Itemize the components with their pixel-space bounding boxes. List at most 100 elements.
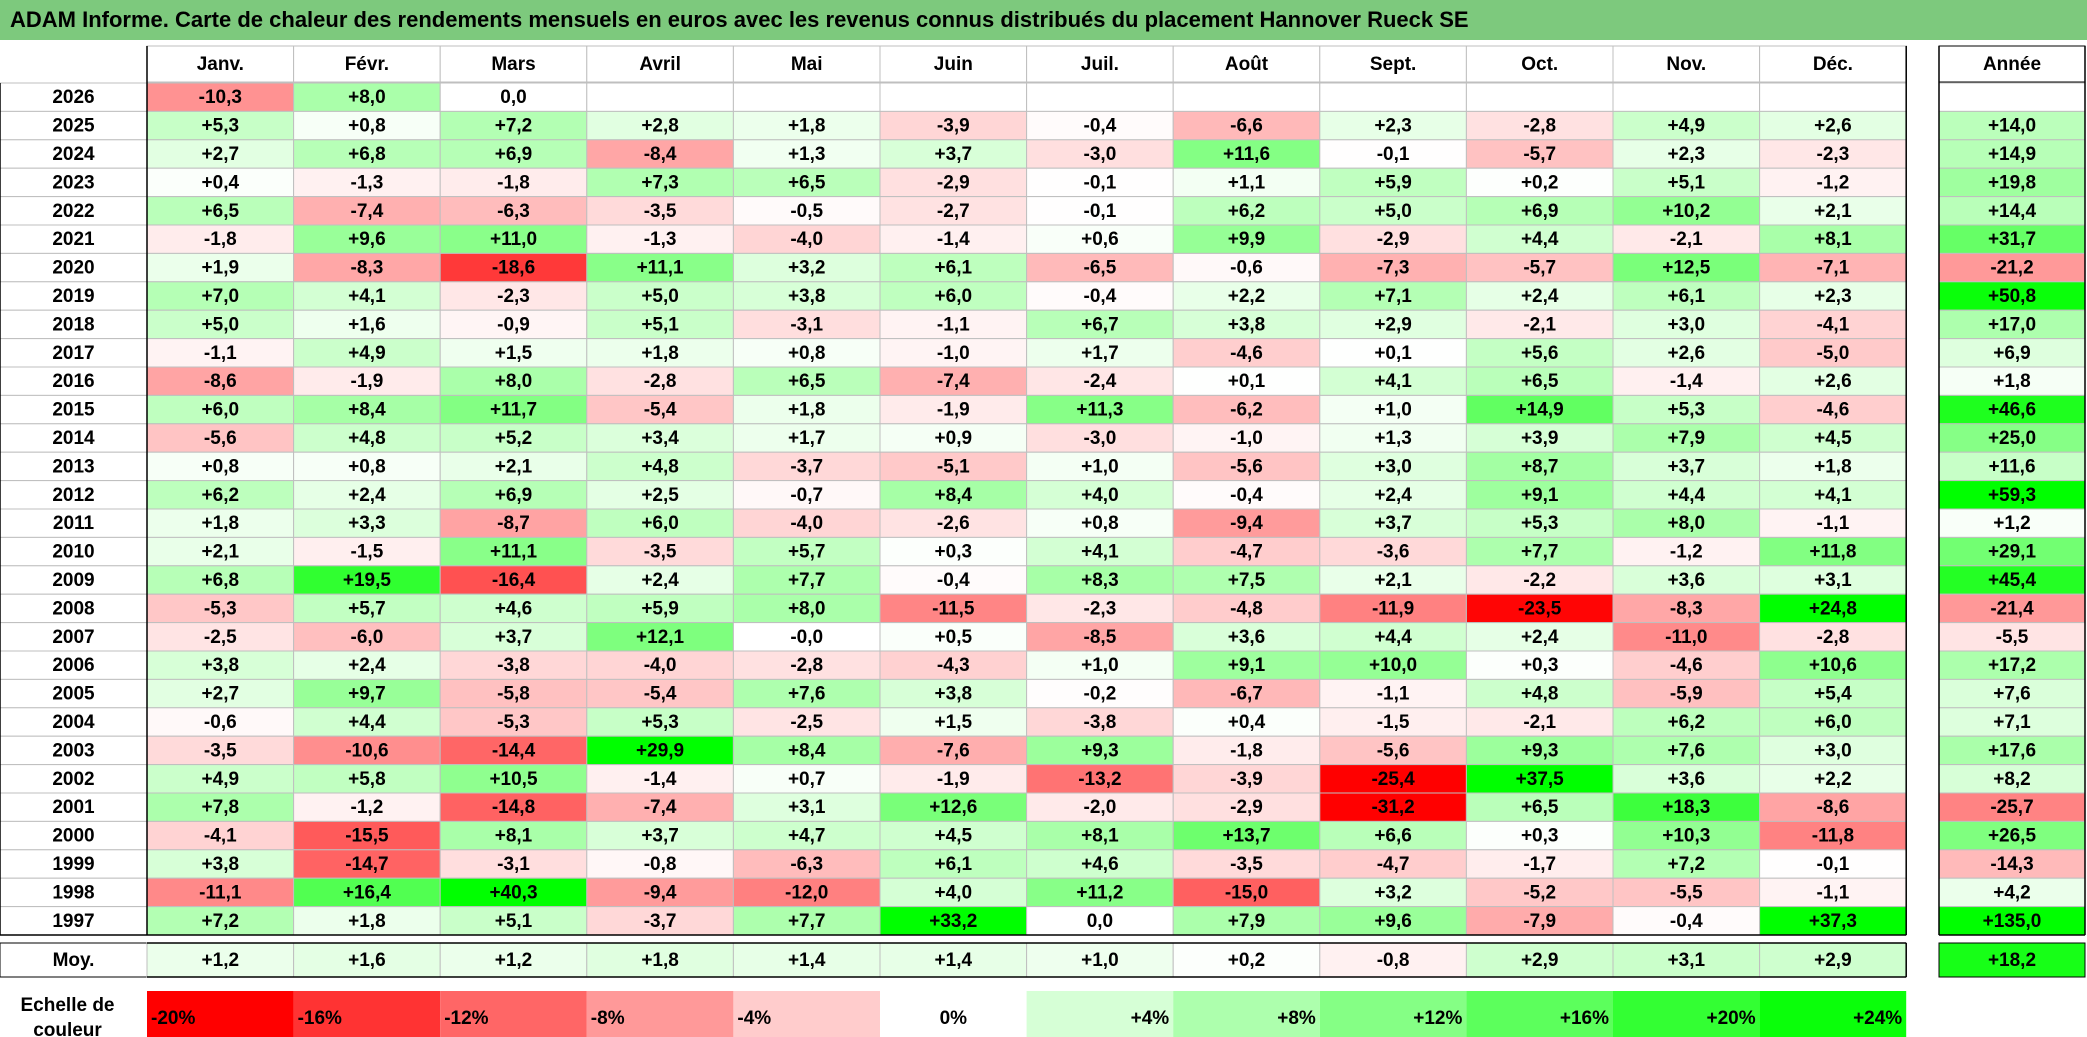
- heatmap-cell: [146, 622, 295, 652]
- heatmap-cell: [586, 707, 734, 737]
- year-label: 2017: [52, 343, 94, 364]
- heatmap-cell-value: +2,4: [1521, 286, 1559, 307]
- heatmap-cell-value: +3,4: [641, 428, 679, 449]
- heatmap-cell-value: +7,9: [1228, 911, 1266, 932]
- heatmap-cell-value: -2,9: [937, 172, 970, 193]
- heatmap-cell-value: +10,3: [1662, 826, 1710, 847]
- heatmap-cell-value: +7,0: [202, 286, 240, 307]
- scale-label-line1: Echelle de: [21, 995, 115, 1016]
- year-label-cell: [0, 906, 148, 936]
- heatmap-cell-value: -2,7: [937, 201, 970, 222]
- heatmap-cell-value: +1,7: [1081, 343, 1119, 364]
- heatmap-cell-value: -0,6: [204, 712, 237, 733]
- heatmap-cell-value: +4,9: [1668, 116, 1706, 137]
- average-cell: [1026, 942, 1174, 978]
- year-total-value: +31,7: [1988, 229, 2036, 250]
- heatmap-cell-value: +13,7: [1222, 826, 1270, 847]
- heatmap-cell-value: +4,4: [1374, 627, 1412, 648]
- year-label: 2013: [52, 456, 94, 477]
- heatmap-cell-value: +5,9: [641, 598, 679, 619]
- heatmap-cell: [1612, 366, 1761, 396]
- heatmap-cell: [439, 536, 588, 567]
- heatmap-cell-value: -1,9: [937, 769, 970, 790]
- heatmap-cell-value: 0,0: [1087, 911, 1113, 932]
- heatmap-cell-value: -2,3: [497, 286, 530, 307]
- heatmap-cell-value: -3,8: [1084, 712, 1117, 733]
- year-label: 2001: [52, 797, 95, 818]
- heatmap-cell-value: +1,8: [1814, 456, 1852, 477]
- heatmap-cell-value: +7,6: [788, 684, 826, 705]
- heatmap-cell: [732, 707, 881, 737]
- heatmap-cell-value: -2,8: [644, 371, 677, 392]
- heatmap-cell-value: -6,6: [1230, 116, 1263, 137]
- year-label-cell: [0, 394, 148, 425]
- scale-swatch: [1759, 991, 1907, 1037]
- chart-title: ADAM Informe. Carte de chaleur des rende…: [0, 0, 2087, 40]
- heatmap-cell: [1465, 735, 1614, 766]
- heatmap-cell: [1465, 281, 1614, 311]
- heatmap-cell-value: -5,6: [1230, 456, 1263, 477]
- scale-swatch: [880, 991, 1027, 1037]
- heatmap-cell-value: +7,1: [1374, 286, 1412, 307]
- year-label: 2020: [52, 258, 94, 279]
- year-label: 2009: [52, 570, 94, 591]
- heatmap-cell-value: +1,9: [202, 258, 240, 279]
- heatmap-cell-value: -5,4: [644, 684, 677, 705]
- heatmap-cell: [1465, 110, 1614, 141]
- year-total-cell: [1938, 196, 2086, 226]
- heatmap-cell-value: +9,1: [1228, 655, 1266, 676]
- heatmap-cell-value: +2,4: [1374, 485, 1412, 506]
- heatmap-cell-value: -1,9: [937, 400, 970, 421]
- heatmap-cell: [1465, 678, 1614, 709]
- heatmap-cell: [1465, 906, 1614, 936]
- heatmap-cell: [439, 423, 588, 453]
- year-total-cell: [1938, 451, 2086, 482]
- year-total-value: -25,7: [1990, 797, 2033, 818]
- heatmap-cell: [1319, 508, 1467, 538]
- heatmap-cell: [1465, 451, 1614, 482]
- heatmap-cell: [293, 508, 441, 538]
- heatmap-cell-value: +6,5: [788, 371, 826, 392]
- year-label-cell: [0, 849, 148, 879]
- heatmap-cell-value: -1,1: [1817, 513, 1850, 534]
- heatmap-cell-value: +7,6: [1668, 740, 1706, 761]
- heatmap-cell-value: -1,4: [644, 769, 677, 790]
- heatmap-cell: [1026, 820, 1174, 851]
- heatmap-cell-value: +0,4: [1228, 712, 1266, 733]
- month-header-cell: [1319, 45, 1467, 83]
- heatmap-cell: [586, 167, 734, 198]
- heatmap-cell-value: +6,0: [935, 286, 973, 307]
- heatmap-cell-value: -1,4: [1670, 371, 1703, 392]
- heatmap-cell: [586, 536, 734, 567]
- heatmap-cell-value: -4,6: [1670, 655, 1703, 676]
- heatmap-cell: [1465, 536, 1614, 567]
- heatmap-cell: [879, 678, 1028, 709]
- year-label-cell: [0, 735, 148, 766]
- month-header-label: Juin: [934, 54, 973, 75]
- heatmap-cell: [1465, 849, 1614, 879]
- scale-swatch-label: -16%: [298, 1008, 342, 1029]
- heatmap-cell: [1026, 536, 1174, 567]
- heatmap-cell: [439, 792, 588, 822]
- heatmap-cell: [879, 593, 1028, 624]
- heatmap-cell: [879, 877, 1028, 908]
- heatmap-cell: [879, 309, 1028, 340]
- heatmap-cell-value: +6,2: [1668, 712, 1706, 733]
- heatmap-cell: [1759, 877, 1907, 908]
- heatmap-cell-value: -11,8: [1812, 826, 1854, 847]
- heatmap-cell: [1172, 196, 1321, 226]
- heatmap-cell: [732, 536, 881, 567]
- heatmap-cell: [732, 593, 881, 624]
- heatmap-cell-value: -5,7: [1523, 258, 1556, 279]
- heatmap-cell-value: -0,4: [1670, 911, 1703, 932]
- heatmap-cell-value: +7,7: [1521, 542, 1559, 563]
- year-label: 2016: [52, 371, 94, 392]
- heatmap-cell: [1172, 565, 1321, 595]
- heatmap-cell: [1465, 423, 1614, 453]
- heatmap-cell-value: +9,7: [348, 684, 386, 705]
- heatmap-cell-value: +11,8: [1809, 542, 1856, 563]
- heatmap-cell-value: -1,2: [1817, 172, 1850, 193]
- heatmap-cell-value: -6,3: [497, 201, 530, 222]
- heatmap-cell-value: +1,8: [348, 911, 386, 932]
- scale-swatch: [1173, 991, 1320, 1037]
